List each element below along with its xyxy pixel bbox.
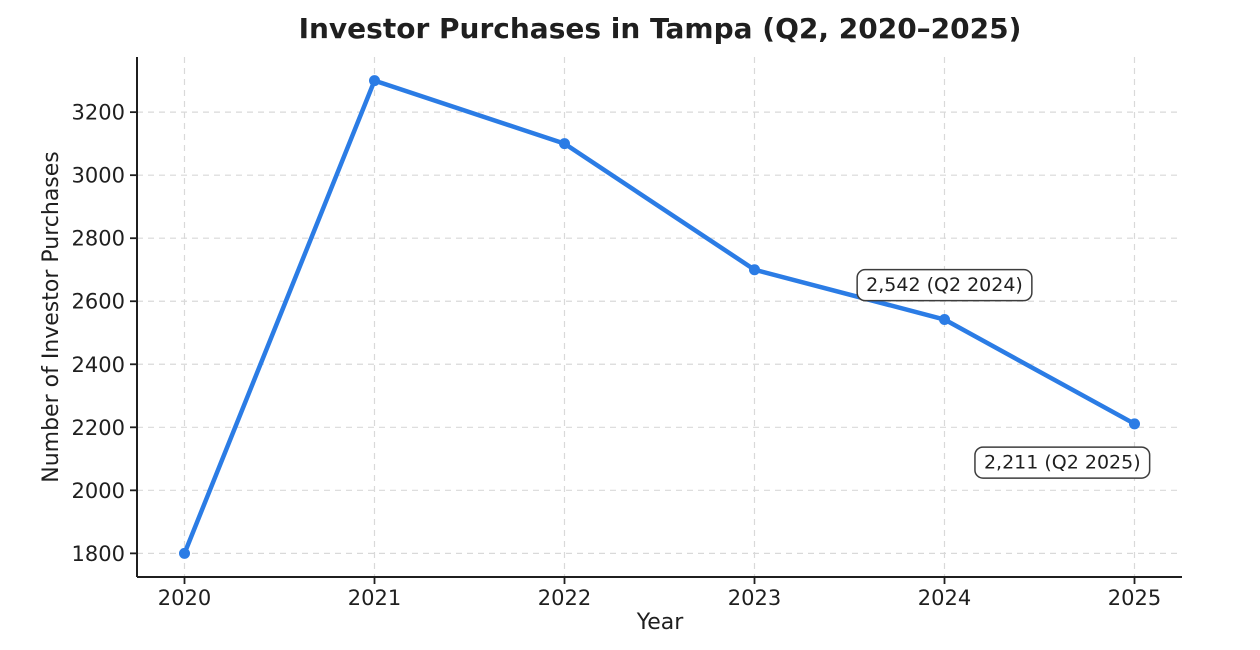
gridlines xyxy=(137,57,1182,577)
x-tick-label: 2021 xyxy=(348,586,401,610)
y-tick-label: 2000 xyxy=(72,479,125,503)
y-axis-label: Number of Investor Purchases xyxy=(39,151,64,483)
data-series xyxy=(179,75,1140,559)
data-point-2025 xyxy=(1129,418,1140,430)
data-point-2021 xyxy=(369,75,380,87)
x-tick-label: 2024 xyxy=(918,586,971,610)
y-tick-label: 3200 xyxy=(72,101,125,125)
x-tick-label: 2023 xyxy=(728,586,781,610)
x-tick-label: 2025 xyxy=(1108,586,1161,610)
annotation-box xyxy=(974,446,1151,479)
y-tick-label: 2600 xyxy=(72,290,125,314)
y-tick-label: 3000 xyxy=(72,164,125,188)
y-tick-label: 2800 xyxy=(72,227,125,251)
trend-line xyxy=(182,78,1137,556)
data-point-2020 xyxy=(179,547,190,559)
data-point-2022 xyxy=(559,138,570,150)
y-tick-label: 1800 xyxy=(72,542,125,566)
x-tick-label: 2020 xyxy=(158,586,211,610)
x-axis-label: Year xyxy=(636,610,685,635)
x-tick-label: 2022 xyxy=(538,586,591,610)
annotations: 2,542 (Q2 2024) 2,211 (Q2 2025) xyxy=(856,268,1151,479)
annotation-box xyxy=(856,268,1033,302)
chart-title: Investor Purchases in Tampa (Q2, 2020–20… xyxy=(299,12,1022,45)
axes: 2020 2021 2022 2023 2024 2025 1800 2000 2200 2400… xyxy=(72,57,1182,610)
annotation: 2,542 (Q2 2024) xyxy=(856,268,1033,302)
annotation-text: 2,542 (Q2 2024) xyxy=(866,274,1023,296)
data-point-2024 xyxy=(939,314,950,326)
annotation: 2,211 (Q2 2025) xyxy=(974,446,1151,479)
y-tick-label: 2200 xyxy=(72,416,125,440)
y-tick-label: 2400 xyxy=(72,353,125,377)
data-point-2023 xyxy=(749,264,760,276)
annotation-text: 2,211 (Q2 2025) xyxy=(984,452,1141,474)
